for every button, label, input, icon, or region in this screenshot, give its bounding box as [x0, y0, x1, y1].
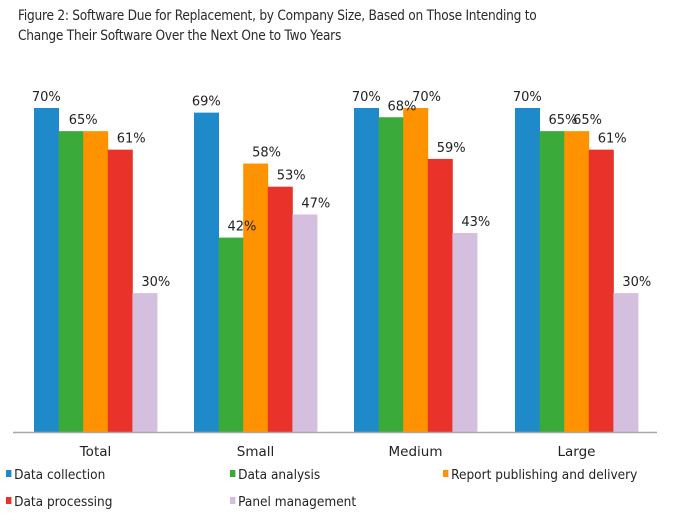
bar-medium-panel-management: [452, 232, 478, 432]
data-label-large-panel-management: 30%: [622, 275, 651, 290]
legend-label: Report publishing and delivery: [451, 467, 638, 483]
category-labels-layer: Total Small Medium Large: [79, 444, 596, 460]
data-label-small-panel-management: 47%: [301, 196, 330, 211]
bar-large-report-publishing-and-delivery: [564, 131, 590, 432]
legend-label: Data analysis: [238, 467, 321, 483]
data-label-medium-data-processing: 59%: [437, 141, 466, 156]
data-label-total-data-processing: 61%: [117, 132, 146, 147]
category-label-large: Large: [558, 444, 596, 460]
legend-swatch: [230, 497, 236, 504]
bar-total-report-publishing-and-delivery: [83, 131, 109, 432]
legend-item-data-analysis: Data analysis: [230, 467, 320, 483]
bar-large-data-analysis: [539, 131, 565, 432]
legend-item-panel-management: Panel management: [230, 494, 356, 510]
bar-total-panel-management: [132, 293, 158, 432]
bar-large-data-collection: [515, 108, 540, 432]
data-label-total-data-analysis: 65%: [69, 113, 98, 128]
bar-small-report-publishing-and-delivery: [243, 163, 269, 433]
bar-total-data-processing: [107, 149, 133, 432]
legend-swatch: [230, 470, 236, 477]
bars-layer: [34, 108, 639, 433]
category-label-total: Total: [79, 444, 112, 460]
legend-item-data-processing: Data processing: [6, 494, 112, 510]
data-label-large-data-analysis: 65%: [549, 113, 578, 128]
data-label-medium-panel-management: 43%: [461, 215, 490, 230]
legend-label: Data collection: [14, 467, 106, 483]
legend-label: Data processing: [14, 494, 113, 510]
chart-title-line-2: Change Their Software Over the Next One …: [18, 28, 342, 44]
bar-medium-data-analysis: [378, 117, 404, 432]
category-label-small: Small: [237, 444, 275, 460]
data-label-small-report-publishing-and-delivery: 58%: [252, 146, 281, 161]
chart-title-line-1: Figure 2: Software Due for Replacement, …: [18, 8, 537, 24]
data-label-large-report-publishing-and-delivery: 65%: [573, 113, 602, 128]
data-label-medium-data-collection: 70%: [352, 90, 381, 105]
data-label-small-data-processing: 53%: [277, 169, 306, 184]
legend-item-data-collection: Data collection: [6, 467, 105, 483]
bar-medium-data-collection: [354, 108, 379, 432]
category-label-medium: Medium: [389, 444, 443, 460]
data-label-medium-report-publishing-and-delivery: 70%: [412, 90, 441, 105]
bar-medium-data-processing: [427, 158, 453, 432]
bar-small-panel-management: [292, 214, 318, 432]
data-label-total-data-collection: 70%: [32, 90, 61, 105]
data-labels-layer: 70%65%61%30%69%42%58%53%47%70%68%70%59%4…: [32, 90, 651, 290]
bar-small-data-collection: [194, 112, 219, 432]
legend-swatch: [6, 470, 12, 477]
legend-swatch: [443, 470, 449, 477]
legend-swatch: [6, 497, 12, 504]
data-label-small-data-collection: 69%: [192, 95, 221, 110]
bar-small-data-processing: [267, 186, 293, 432]
data-label-small-data-analysis: 42%: [228, 220, 257, 235]
bar-medium-report-publishing-and-delivery: [403, 108, 429, 432]
data-label-medium-data-analysis: 68%: [388, 99, 417, 114]
chart-title: Figure 2: Software Due for Replacement, …: [18, 6, 672, 46]
data-label-total-panel-management: 30%: [141, 275, 170, 290]
data-label-large-data-processing: 61%: [598, 132, 627, 147]
data-label-large-data-collection: 70%: [513, 90, 542, 105]
bar-total-data-collection: [34, 108, 59, 432]
bar-total-data-analysis: [58, 131, 84, 432]
bar-large-data-processing: [588, 149, 614, 432]
legend-item-report-publishing: Report publishing and delivery: [443, 467, 637, 483]
legend-label: Panel management: [238, 494, 357, 510]
bar-large-panel-management: [613, 293, 639, 432]
bar-small-data-analysis: [218, 237, 244, 432]
